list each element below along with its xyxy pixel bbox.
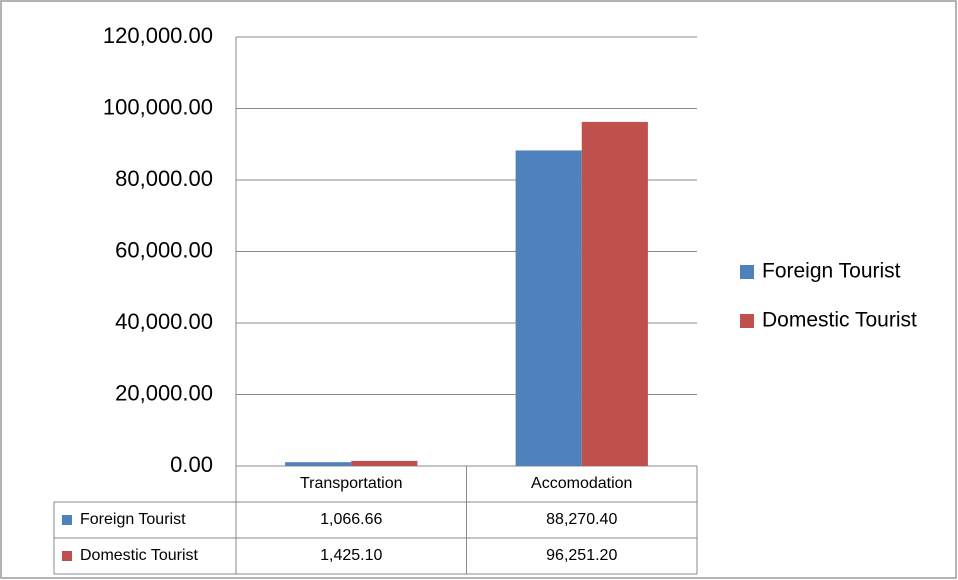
legend-label: Domestic Tourist [762,309,917,332]
table-value: 88,270.40 [546,511,617,528]
legend-key [740,314,754,328]
legend-key [740,265,754,279]
table-legend-key [62,515,72,525]
y-tick-label: 60,000.00 [115,237,213,262]
table-value: 1,066.66 [320,511,382,528]
y-tick-label: 40,000.00 [115,309,213,334]
legend-label: Foreign Tourist [762,260,901,283]
x-tick-label: Transportation [300,475,403,492]
table-series-label: Foreign Tourist [80,511,186,528]
y-tick-label: 100,000.00 [103,94,213,119]
bar [581,121,648,466]
bar [351,460,418,466]
table-legend-key [62,551,72,561]
table-value: 1,425.10 [320,547,382,564]
table-value: 96,251.20 [546,547,617,564]
y-tick-label: 120,000.00 [103,23,213,48]
y-tick-label: 0.00 [170,452,213,477]
x-tick-label: Accomodation [531,475,632,492]
y-tick-label: 80,000.00 [115,166,213,191]
y-tick-label: 20,000.00 [115,380,213,405]
table-series-label: Domestic Tourist [80,547,199,564]
bar [515,150,582,466]
bar [285,462,352,466]
